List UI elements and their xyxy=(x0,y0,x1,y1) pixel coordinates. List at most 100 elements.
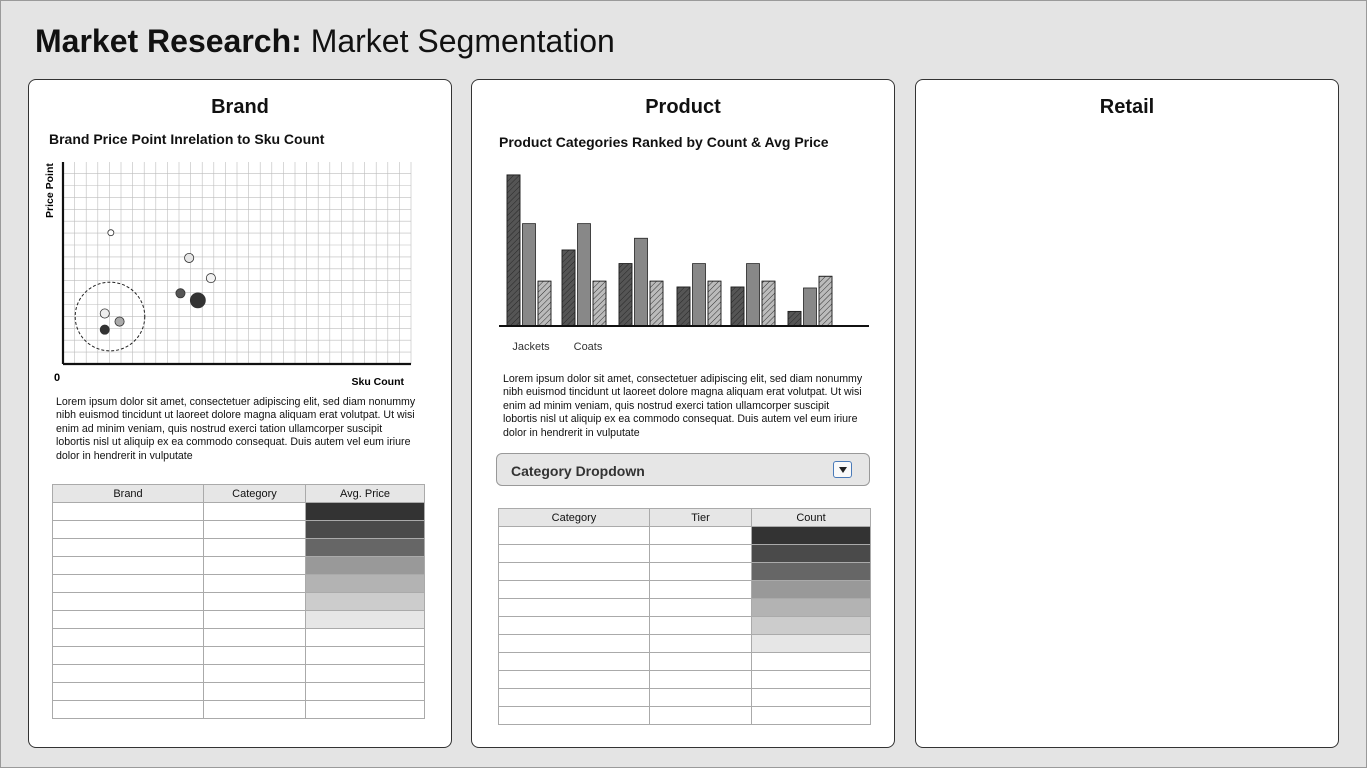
product-table-header-category[interactable]: Category xyxy=(498,508,650,527)
product-table-header-count[interactable]: Count xyxy=(751,508,871,527)
table-cell[interactable] xyxy=(203,610,306,629)
bar[interactable] xyxy=(577,223,591,327)
table-cell[interactable] xyxy=(52,538,204,557)
table-row[interactable] xyxy=(52,574,425,593)
table-cell[interactable] xyxy=(649,616,752,635)
category-dropdown[interactable]: Category Dropdown xyxy=(496,453,870,486)
table-cell[interactable] xyxy=(751,688,871,707)
table-cell[interactable] xyxy=(203,700,306,719)
scatter-point[interactable] xyxy=(189,292,206,309)
brand-table-header-brand[interactable]: Brand xyxy=(52,484,204,503)
table-cell[interactable] xyxy=(649,562,752,581)
table-cell[interactable] xyxy=(305,556,425,575)
table-row[interactable] xyxy=(498,526,871,545)
table-cell[interactable] xyxy=(52,664,204,683)
table-row[interactable] xyxy=(498,616,871,635)
table-row[interactable] xyxy=(52,664,425,683)
scatter-point[interactable] xyxy=(184,252,195,263)
table-cell[interactable] xyxy=(305,682,425,701)
scatter-point[interactable] xyxy=(175,288,186,299)
bar[interactable] xyxy=(803,287,817,327)
table-cell[interactable] xyxy=(52,646,204,665)
table-cell[interactable] xyxy=(52,682,204,701)
table-row[interactable] xyxy=(52,682,425,701)
table-row[interactable] xyxy=(52,502,425,521)
table-row[interactable] xyxy=(498,580,871,599)
table-cell[interactable] xyxy=(751,580,871,599)
table-cell[interactable] xyxy=(52,610,204,629)
scatter-point[interactable] xyxy=(114,316,125,327)
table-cell[interactable] xyxy=(203,556,306,575)
table-cell[interactable] xyxy=(498,652,650,671)
scatter-point[interactable] xyxy=(99,308,110,319)
bar[interactable] xyxy=(522,223,536,327)
table-cell[interactable] xyxy=(52,592,204,611)
table-cell[interactable] xyxy=(305,628,425,647)
table-row[interactable] xyxy=(52,610,425,629)
table-row[interactable] xyxy=(52,556,425,575)
table-cell[interactable] xyxy=(52,520,204,539)
table-cell[interactable] xyxy=(305,610,425,629)
table-cell[interactable] xyxy=(52,700,204,719)
table-cell[interactable] xyxy=(751,526,871,545)
table-row[interactable] xyxy=(52,646,425,665)
table-cell[interactable] xyxy=(649,634,752,653)
table-cell[interactable] xyxy=(751,598,871,617)
table-cell[interactable] xyxy=(203,520,306,539)
table-cell[interactable] xyxy=(203,628,306,647)
table-row[interactable] xyxy=(52,592,425,611)
chevron-down-icon[interactable] xyxy=(833,461,852,478)
table-row[interactable] xyxy=(52,628,425,647)
table-row[interactable] xyxy=(52,520,425,539)
table-cell[interactable] xyxy=(751,634,871,653)
table-cell[interactable] xyxy=(305,574,425,593)
bar[interactable] xyxy=(746,263,760,327)
table-cell[interactable] xyxy=(649,706,752,725)
table-cell[interactable] xyxy=(649,652,752,671)
table-cell[interactable] xyxy=(649,580,752,599)
scatter-point[interactable] xyxy=(99,324,110,335)
table-cell[interactable] xyxy=(751,706,871,725)
table-row[interactable] xyxy=(498,670,871,689)
table-cell[interactable] xyxy=(203,538,306,557)
table-row[interactable] xyxy=(52,700,425,719)
bar[interactable] xyxy=(634,237,648,327)
table-cell[interactable] xyxy=(751,544,871,563)
brand-table-header-avg-price[interactable]: Avg. Price xyxy=(305,484,425,503)
brand-table-header-category[interactable]: Category xyxy=(203,484,306,503)
table-cell[interactable] xyxy=(52,556,204,575)
table-row[interactable] xyxy=(498,634,871,653)
table-cell[interactable] xyxy=(305,664,425,683)
table-cell[interactable] xyxy=(305,700,425,719)
table-cell[interactable] xyxy=(203,682,306,701)
table-cell[interactable] xyxy=(305,592,425,611)
table-row[interactable] xyxy=(498,688,871,707)
table-cell[interactable] xyxy=(498,634,650,653)
table-cell[interactable] xyxy=(305,646,425,665)
table-row[interactable] xyxy=(498,706,871,725)
table-cell[interactable] xyxy=(751,616,871,635)
table-cell[interactable] xyxy=(751,562,871,581)
table-row[interactable] xyxy=(498,562,871,581)
table-row[interactable] xyxy=(52,538,425,557)
table-cell[interactable] xyxy=(305,520,425,539)
table-row[interactable] xyxy=(498,598,871,617)
bar[interactable] xyxy=(692,263,706,327)
table-cell[interactable] xyxy=(649,526,752,545)
table-cell[interactable] xyxy=(498,688,650,707)
scatter-point[interactable] xyxy=(205,273,216,284)
table-cell[interactable] xyxy=(751,670,871,689)
table-cell[interactable] xyxy=(751,652,871,671)
table-cell[interactable] xyxy=(305,502,425,521)
table-row[interactable] xyxy=(498,652,871,671)
table-cell[interactable] xyxy=(649,598,752,617)
table-cell[interactable] xyxy=(498,544,650,563)
table-cell[interactable] xyxy=(203,664,306,683)
table-cell[interactable] xyxy=(498,580,650,599)
table-cell[interactable] xyxy=(203,592,306,611)
table-row[interactable] xyxy=(498,544,871,563)
table-cell[interactable] xyxy=(498,670,650,689)
table-cell[interactable] xyxy=(498,562,650,581)
table-cell[interactable] xyxy=(203,502,306,521)
product-table-header-tier[interactable]: Tier xyxy=(649,508,752,527)
